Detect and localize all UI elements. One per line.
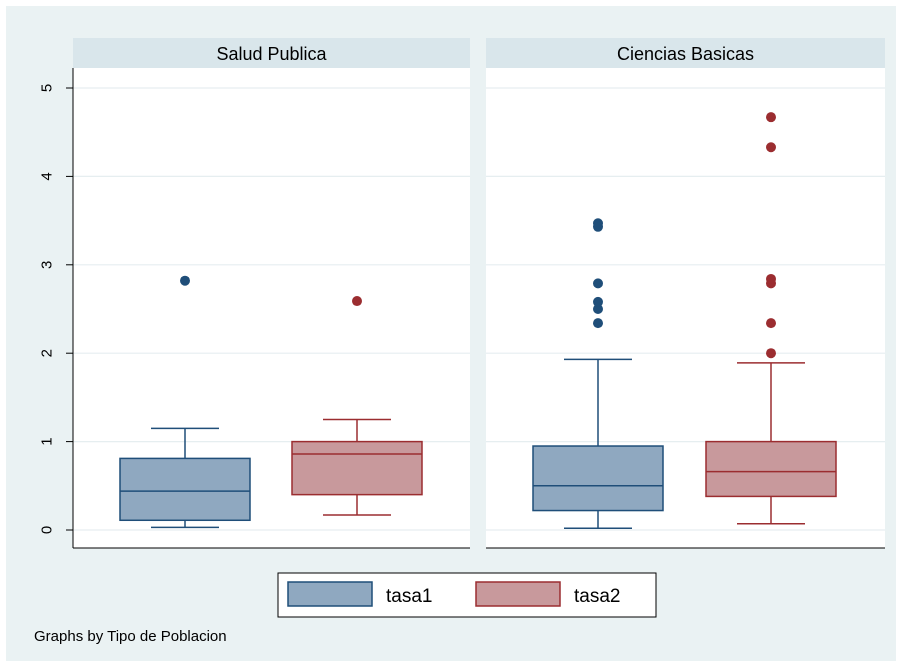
box-tasa2 — [291, 440, 423, 496]
outlier-point — [766, 318, 776, 329]
outlier-point — [593, 278, 603, 289]
y-tick-label: 4 — [39, 172, 56, 180]
box-tasa2 — [705, 440, 837, 498]
y-tick-label: 2 — [39, 349, 56, 357]
outlier-point — [593, 218, 603, 229]
panel-title-2: Ciencias Basicas — [617, 44, 754, 64]
legend-label-tasa2: tasa2 — [574, 586, 620, 607]
y-tick-label: 0 — [39, 526, 56, 534]
y-tick-label: 3 — [39, 261, 56, 269]
outlier-point — [352, 296, 362, 307]
outlier-point — [766, 112, 776, 123]
y-tick-label: 5 — [39, 84, 56, 92]
box-tasa1 — [532, 445, 664, 512]
outlier-point — [593, 296, 603, 307]
outlier-point — [766, 273, 776, 284]
y-tick-label: 1 — [39, 437, 56, 445]
box-tasa1 — [119, 457, 251, 522]
by-note: Graphs by Tipo de Poblacion — [34, 628, 227, 645]
panel-strip-1 — [73, 38, 470, 68]
outlier-point — [766, 142, 776, 153]
outlier-point — [180, 275, 190, 286]
legend-swatch-tasa2 — [475, 581, 561, 607]
outlier-point — [593, 318, 603, 329]
panel-strip-2 — [486, 38, 885, 68]
panel-title-1: Salud Publica — [216, 44, 327, 64]
legend-label-tasa1: tasa1 — [386, 586, 432, 607]
outlier-point — [766, 348, 776, 359]
legend-swatch-tasa1 — [287, 581, 373, 607]
outlier-point — [593, 304, 603, 314]
